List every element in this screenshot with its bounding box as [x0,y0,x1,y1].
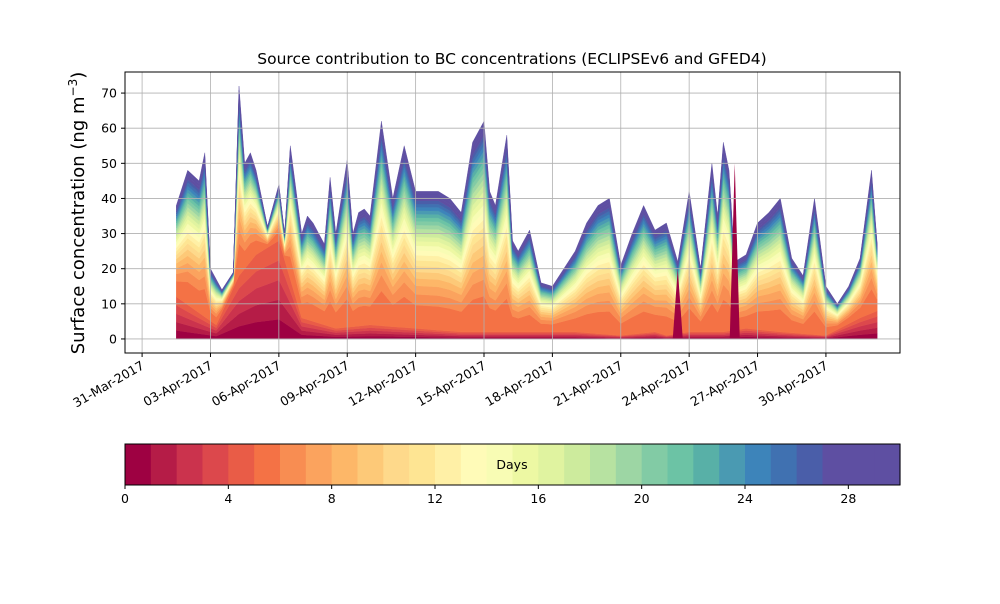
colorbar-swatch [512,444,539,485]
colorbar-swatch [357,444,384,485]
colorbar-swatch [383,444,410,485]
y-tick-label: 40 [101,191,117,206]
colorbar-label: Days [496,457,527,472]
y-axis-label-close: ) [68,72,89,79]
x-tick-label: 06-Apr-2017 [209,358,283,410]
x-tick-label: 24-Apr-2017 [619,358,693,410]
colorbar-swatch [331,444,359,485]
x-tick-label: 30-Apr-2017 [756,358,830,410]
x-axis: 31-Mar-201703-Apr-201706-Apr-201709-Apr-… [70,353,830,410]
y-tick-label: 20 [101,261,117,276]
colorbar-swatch [254,444,281,485]
colorbar-tick-label: 28 [840,491,856,506]
colorbar-swatch [176,444,204,485]
colorbar-swatch [874,444,901,485]
colorbar-swatch [125,444,152,485]
colorbar-tick-label: 12 [427,491,443,506]
y-tick-label: 70 [101,86,117,101]
colorbar-tick-label: 24 [737,491,753,506]
y-tick-label: 30 [101,226,117,241]
colorbar-swatch [564,444,591,485]
y-tick-label: 0 [109,331,117,346]
colorbar-swatch [409,444,436,485]
y-axis-label: Surface concentration (ng m−3) [66,72,89,355]
plot-frame [124,71,901,354]
y-axis-label-text: Surface concentration (ng m [68,96,89,354]
colorbar-tick-label: 4 [224,491,232,506]
colorbar-swatch [822,444,849,485]
colorbar-swatch [305,444,333,485]
colorbar-swatch [202,444,229,485]
colorbar-swatch [615,444,643,485]
x-tick-label: 27-Apr-2017 [688,358,762,410]
y-tick-label: 60 [101,121,117,136]
colorbar-swatch [848,444,875,485]
plot-area [176,86,878,340]
x-tick-label: 09-Apr-2017 [277,358,351,410]
colorbar-swatch [796,444,824,485]
y-axis: 0 10 20 30 40 50 60 70 [101,86,125,346]
colorbar-swatch [590,444,617,485]
y-tick-label: 10 [101,296,117,311]
colorbar-swatch [770,444,798,485]
spike-1 [729,163,740,339]
colorbar-tick-label: 8 [328,491,336,506]
colorbar-swatch [228,444,255,485]
x-tick-label: 31-Mar-2017 [70,358,146,411]
x-tick-label: 03-Apr-2017 [141,358,215,410]
chart-title: Source contribution to BC concentrations… [257,50,766,68]
colorbar-swatch [641,444,669,485]
x-tick-label: 18-Apr-2017 [482,358,556,410]
colorbar-swatch [435,444,462,485]
colorbar-swatch [719,444,746,485]
colorbar-swatch [280,444,307,485]
colorbar-swatch [745,444,772,485]
colorbar-swatch [486,444,514,485]
colorbar-swatch [667,444,694,485]
x-tick-label: 12-Apr-2017 [346,358,420,410]
colorbar-tick-label: 20 [634,491,650,506]
colorbar-swatch [693,444,720,485]
y-tick-label: 50 [101,156,117,171]
grid [125,72,900,353]
colorbar-swatch [460,444,488,485]
x-tick-label: 21-Apr-2017 [551,358,625,410]
x-tick-label: 15-Apr-2017 [414,358,488,410]
colorbar-ticks: 0 4 8 12 16 20 24 28 [121,485,856,506]
colorbar-frame [124,443,901,486]
stack-layer-29 [176,86,878,305]
colorbar-tick-label: 16 [530,491,546,506]
colorbar [125,444,901,485]
colorbar-swatch [150,444,178,485]
y-axis-label-exponent: −3 [66,79,80,97]
colorbar-swatch [538,444,565,485]
colorbar-tick-label: 0 [121,491,129,506]
